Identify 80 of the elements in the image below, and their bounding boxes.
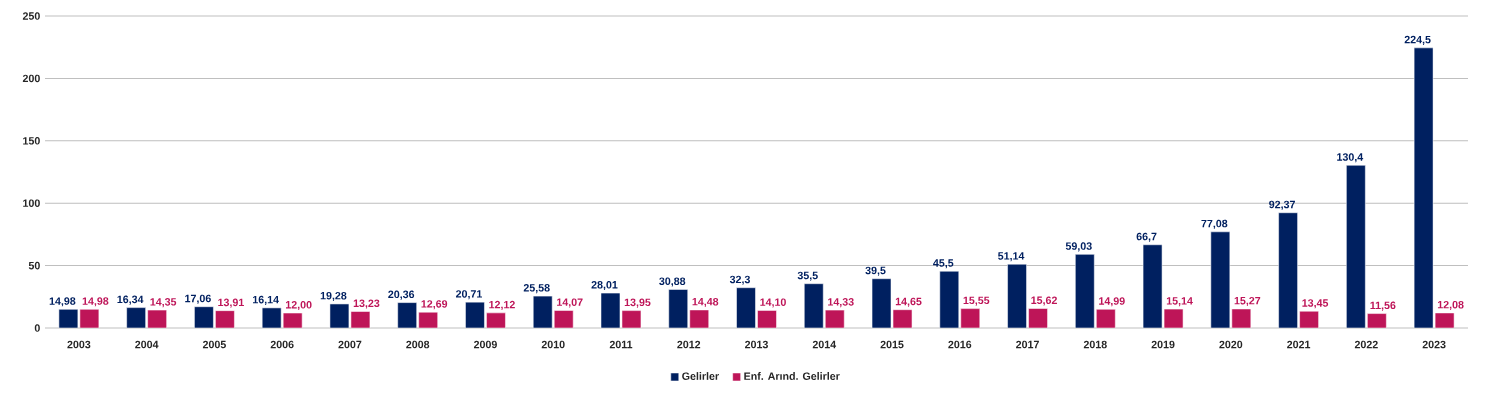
data-label: 11,56 xyxy=(1370,301,1396,311)
data-label: 28,01 xyxy=(591,281,618,291)
data-label: 45,5 xyxy=(933,259,954,269)
x-tick-label: 2006 xyxy=(270,340,294,349)
data-label: 13,23 xyxy=(353,299,380,309)
data-label: 14,98 xyxy=(49,297,76,307)
data-label: 14,99 xyxy=(1099,297,1125,307)
x-tick-label: 2007 xyxy=(338,340,362,349)
data-label: 15,27 xyxy=(1234,296,1261,307)
bar xyxy=(1007,263,1027,328)
y-tick-label: 200 xyxy=(22,74,40,83)
data-label: 51,14 xyxy=(998,252,1025,262)
x-tick-label: 2023 xyxy=(1422,340,1446,349)
x-tick-label: 2012 xyxy=(677,340,701,349)
x-tick-label: 2013 xyxy=(745,340,768,349)
x-tick-label: 2019 xyxy=(1151,340,1175,349)
x-tick-label: 2020 xyxy=(1219,340,1243,349)
data-label: 14,65 xyxy=(895,297,922,307)
y-tick-label: 0 xyxy=(34,324,40,332)
bar xyxy=(1278,212,1298,328)
y-tick-label: 150 xyxy=(23,137,40,145)
x-tick-label: 2010 xyxy=(541,340,565,349)
data-label: 13,95 xyxy=(624,298,651,308)
x-tick-label: 2011 xyxy=(609,340,633,349)
bar xyxy=(1210,231,1231,328)
x-tick-label: 2008 xyxy=(406,340,430,349)
data-label: 30,88 xyxy=(659,277,686,287)
x-tick-label: 2022 xyxy=(1354,340,1378,349)
x-tick-label: 2004 xyxy=(135,340,159,349)
data-label: 12,69 xyxy=(421,300,448,310)
data-label: 20,36 xyxy=(388,290,415,300)
data-label: 15,55 xyxy=(963,296,990,306)
x-tick-label: 2009 xyxy=(473,340,497,349)
data-label: 12,08 xyxy=(1437,300,1464,310)
data-label: 16,34 xyxy=(117,295,144,305)
data-label: 12,12 xyxy=(489,300,515,310)
x-tick-label: 2021 xyxy=(1287,340,1311,349)
x-tick-label: 2018 xyxy=(1083,340,1107,349)
data-label: 224,5 xyxy=(1404,35,1431,45)
bar xyxy=(939,270,960,328)
data-label: 39,5 xyxy=(865,266,886,276)
x-tick-label: 2003 xyxy=(67,340,91,349)
x-tick-label: 2014 xyxy=(812,340,837,349)
bar xyxy=(1075,254,1095,328)
data-label: 17,06 xyxy=(185,294,211,304)
x-tick-label: 2015 xyxy=(880,340,904,349)
legend-label: Gelirler xyxy=(682,372,719,380)
data-label: 35,5 xyxy=(797,271,818,281)
data-label: 13,91 xyxy=(218,298,244,308)
x-tick-label: 2017 xyxy=(1016,340,1039,349)
data-label: 15,62 xyxy=(1031,296,1057,306)
data-label: 14,98 xyxy=(82,297,109,307)
bar xyxy=(736,287,756,328)
data-label: 66,7 xyxy=(1136,232,1157,242)
data-label: 20,71 xyxy=(455,290,482,300)
bar xyxy=(803,283,824,328)
bar xyxy=(1346,165,1366,328)
y-tick-label: 50 xyxy=(28,261,40,270)
data-label: 59,03 xyxy=(1065,242,1092,252)
y-tick-label: 250 xyxy=(22,12,40,20)
data-label: 12,00 xyxy=(286,301,312,311)
data-label: 19,28 xyxy=(320,291,347,302)
data-label: 92,37 xyxy=(1269,200,1295,210)
data-label: 13,45 xyxy=(1302,299,1329,309)
data-label: 14,10 xyxy=(760,298,786,308)
data-label: 14,07 xyxy=(557,298,583,308)
x-tick-label: 2005 xyxy=(202,340,226,349)
x-tick-label: 2016 xyxy=(948,340,972,349)
data-label: 14,33 xyxy=(828,298,854,308)
legend-label: Enf. Arınd. Gelirler xyxy=(744,372,840,380)
data-label: 77,08 xyxy=(1201,219,1228,229)
data-label: 25,58 xyxy=(523,284,550,294)
data-label: 130,4 xyxy=(1337,153,1364,163)
data-label: 14,35 xyxy=(150,298,177,308)
data-label: 14,48 xyxy=(692,297,719,307)
data-label: 16,14 xyxy=(253,295,279,305)
data-label: 32,3 xyxy=(729,275,750,285)
y-tick-label: 100 xyxy=(23,199,40,207)
data-label: 15,14 xyxy=(1166,297,1193,307)
bar xyxy=(668,289,689,328)
